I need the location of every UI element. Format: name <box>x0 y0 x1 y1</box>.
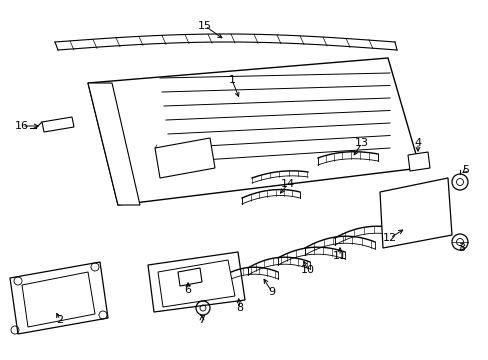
Polygon shape <box>155 138 215 178</box>
Polygon shape <box>379 178 451 248</box>
Text: 1: 1 <box>228 75 235 85</box>
Text: 14: 14 <box>281 179 294 189</box>
Polygon shape <box>42 117 74 132</box>
Text: 6: 6 <box>184 285 191 295</box>
Polygon shape <box>88 83 140 205</box>
Text: 3: 3 <box>458 243 465 253</box>
Text: 11: 11 <box>332 251 346 261</box>
Text: 7: 7 <box>198 315 205 325</box>
Text: 13: 13 <box>354 138 368 148</box>
Polygon shape <box>10 262 108 334</box>
Text: 9: 9 <box>268 287 275 297</box>
Polygon shape <box>178 268 202 286</box>
Text: 12: 12 <box>382 233 396 243</box>
Polygon shape <box>407 152 429 171</box>
Polygon shape <box>158 260 235 307</box>
Text: 8: 8 <box>236 303 243 313</box>
Text: 10: 10 <box>301 265 314 275</box>
Polygon shape <box>148 252 244 312</box>
Polygon shape <box>22 272 95 327</box>
Text: 4: 4 <box>414 138 421 148</box>
Polygon shape <box>88 58 419 205</box>
Text: 15: 15 <box>198 21 212 31</box>
Text: 16: 16 <box>15 121 29 131</box>
Text: 2: 2 <box>56 315 63 325</box>
Text: 5: 5 <box>462 165 468 175</box>
